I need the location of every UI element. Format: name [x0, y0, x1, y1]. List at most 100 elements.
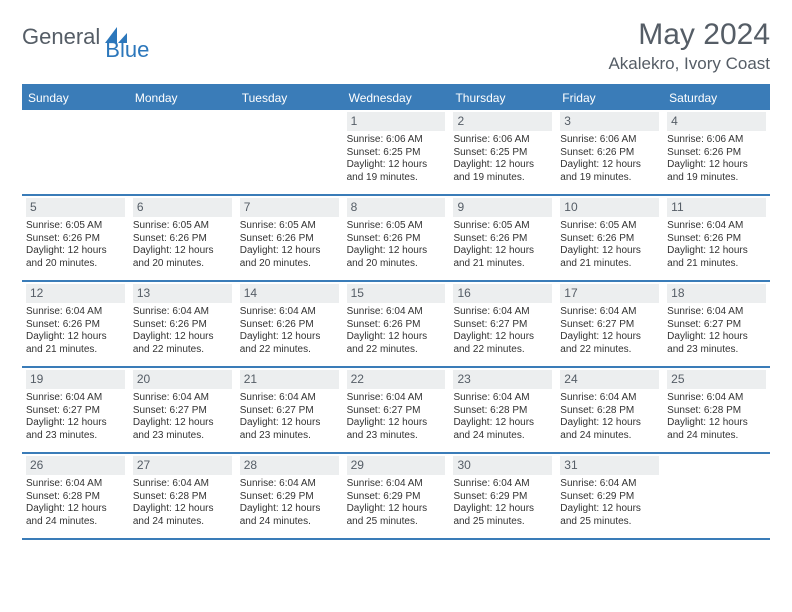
daylight-line: Daylight: 12 hours and 25 minutes.: [453, 503, 552, 528]
sunrise-line: Sunrise: 6:04 AM: [347, 478, 446, 491]
daylight-line: Daylight: 12 hours and 25 minutes.: [560, 503, 659, 528]
calendar-day: 24Sunrise: 6:04 AMSunset: 6:28 PMDayligh…: [556, 368, 663, 452]
calendar-day: 10Sunrise: 6:05 AMSunset: 6:26 PMDayligh…: [556, 196, 663, 280]
day-of-week-header: Sunday Monday Tuesday Wednesday Thursday…: [22, 86, 770, 110]
calendar-week: 12Sunrise: 6:04 AMSunset: 6:26 PMDayligh…: [22, 282, 770, 368]
daylight-line: Daylight: 12 hours and 21 minutes.: [26, 331, 125, 356]
sunset-line: Sunset: 6:27 PM: [240, 405, 339, 418]
dow-sunday: Sunday: [22, 86, 129, 110]
sunset-line: Sunset: 6:26 PM: [240, 319, 339, 332]
sunrise-line: Sunrise: 6:05 AM: [453, 220, 552, 233]
daylight-line: Daylight: 12 hours and 19 minutes.: [560, 159, 659, 184]
daylight-line: Daylight: 12 hours and 22 minutes.: [133, 331, 232, 356]
sunset-line: Sunset: 6:26 PM: [560, 233, 659, 246]
day-number: 30: [453, 456, 552, 475]
calendar-day: 19Sunrise: 6:04 AMSunset: 6:27 PMDayligh…: [22, 368, 129, 452]
sunset-line: Sunset: 6:29 PM: [240, 491, 339, 504]
sunrise-line: Sunrise: 6:04 AM: [133, 392, 232, 405]
logo: General Blue: [22, 24, 173, 50]
calendar-day: 11Sunrise: 6:04 AMSunset: 6:26 PMDayligh…: [663, 196, 770, 280]
daylight-line: Daylight: 12 hours and 25 minutes.: [347, 503, 446, 528]
sunrise-line: Sunrise: 6:06 AM: [560, 134, 659, 147]
calendar-day: 14Sunrise: 6:04 AMSunset: 6:26 PMDayligh…: [236, 282, 343, 366]
sunset-line: Sunset: 6:26 PM: [26, 319, 125, 332]
calendar-day: 17Sunrise: 6:04 AMSunset: 6:27 PMDayligh…: [556, 282, 663, 366]
daylight-line: Daylight: 12 hours and 24 minutes.: [453, 417, 552, 442]
sunrise-line: Sunrise: 6:04 AM: [133, 306, 232, 319]
sunrise-line: Sunrise: 6:04 AM: [26, 306, 125, 319]
sunrise-line: Sunrise: 6:05 AM: [240, 220, 339, 233]
sunset-line: Sunset: 6:26 PM: [240, 233, 339, 246]
day-number: 23: [453, 370, 552, 389]
daylight-line: Daylight: 12 hours and 22 minutes.: [240, 331, 339, 356]
calendar-day: 3 Sunrise: 6:06 AMSunset: 6:26 PMDaylight…: [556, 110, 663, 194]
calendar-week: 5Sunrise: 6:05 AMSunset: 6:26 PMDaylight…: [22, 196, 770, 282]
sunset-line: Sunset: 6:29 PM: [560, 491, 659, 504]
daylight-line: Daylight: 12 hours and 21 minutes.: [453, 245, 552, 270]
daylight-line: Daylight: 12 hours and 23 minutes.: [667, 331, 766, 356]
sunset-line: Sunset: 6:28 PM: [133, 491, 232, 504]
calendar-grid: Sunday Monday Tuesday Wednesday Thursday…: [22, 84, 770, 540]
daylight-line: Daylight: 12 hours and 23 minutes.: [26, 417, 125, 442]
sunset-line: Sunset: 6:28 PM: [26, 491, 125, 504]
daylight-line: Daylight: 12 hours and 20 minutes.: [347, 245, 446, 270]
day-number: 25: [667, 370, 766, 389]
day-number: 14: [240, 284, 339, 303]
calendar-day: 18Sunrise: 6:04 AMSunset: 6:27 PMDayligh…: [663, 282, 770, 366]
sunrise-line: Sunrise: 6:05 AM: [133, 220, 232, 233]
calendar-day: 25Sunrise: 6:04 AMSunset: 6:28 PMDayligh…: [663, 368, 770, 452]
sunrise-line: Sunrise: 6:04 AM: [26, 392, 125, 405]
sunrise-line: Sunrise: 6:04 AM: [667, 306, 766, 319]
day-number: 26: [26, 456, 125, 475]
dow-tuesday: Tuesday: [236, 86, 343, 110]
day-number: 21: [240, 370, 339, 389]
day-number: 16: [453, 284, 552, 303]
day-number: 24: [560, 370, 659, 389]
day-number: 3: [560, 112, 659, 131]
calendar-day: 1Sunrise: 6:06 AMSunset: 6:25 PMDaylight…: [343, 110, 450, 194]
daylight-line: Daylight: 12 hours and 24 minutes.: [26, 503, 125, 528]
calendar-day: 2 Sunrise: 6:06 AMSunset: 6:25 PMDaylight…: [449, 110, 556, 194]
sunrise-line: Sunrise: 6:04 AM: [560, 306, 659, 319]
calendar-day: 6Sunrise: 6:05 AMSunset: 6:26 PMDaylight…: [129, 196, 236, 280]
calendar-day: 5Sunrise: 6:05 AMSunset: 6:26 PMDaylight…: [22, 196, 129, 280]
calendar-day: 21Sunrise: 6:04 AMSunset: 6:27 PMDayligh…: [236, 368, 343, 452]
day-number: 12: [26, 284, 125, 303]
day-number: 1: [347, 112, 446, 131]
day-number: 11: [667, 198, 766, 217]
day-number: 29: [347, 456, 446, 475]
sunset-line: Sunset: 6:26 PM: [133, 233, 232, 246]
sunset-line: Sunset: 6:28 PM: [560, 405, 659, 418]
daylight-line: Daylight: 12 hours and 19 minutes.: [453, 159, 552, 184]
day-number: 2: [453, 112, 552, 131]
calendar-page: General Blue May 2024 Akalekro, Ivory Co…: [0, 0, 792, 550]
calendar-day: 8Sunrise: 6:05 AMSunset: 6:26 PMDaylight…: [343, 196, 450, 280]
sunrise-line: Sunrise: 6:06 AM: [453, 134, 552, 147]
sunrise-line: Sunrise: 6:06 AM: [347, 134, 446, 147]
day-number: 19: [26, 370, 125, 389]
calendar-day: 30Sunrise: 6:04 AMSunset: 6:29 PMDayligh…: [449, 454, 556, 538]
daylight-line: Daylight: 12 hours and 20 minutes.: [240, 245, 339, 270]
sunrise-line: Sunrise: 6:04 AM: [560, 478, 659, 491]
calendar-day-empty: [663, 454, 770, 538]
day-number: 18: [667, 284, 766, 303]
sunset-line: Sunset: 6:25 PM: [453, 147, 552, 160]
month-title: May 2024: [608, 18, 770, 52]
sunset-line: Sunset: 6:26 PM: [667, 233, 766, 246]
sunrise-line: Sunrise: 6:05 AM: [26, 220, 125, 233]
sunset-line: Sunset: 6:26 PM: [560, 147, 659, 160]
calendar-day: 9Sunrise: 6:05 AMSunset: 6:26 PMDaylight…: [449, 196, 556, 280]
sunrise-line: Sunrise: 6:04 AM: [453, 392, 552, 405]
day-number: 27: [133, 456, 232, 475]
sunrise-line: Sunrise: 6:04 AM: [347, 392, 446, 405]
daylight-line: Daylight: 12 hours and 22 minutes.: [560, 331, 659, 356]
dow-friday: Friday: [556, 86, 663, 110]
calendar-day: 29Sunrise: 6:04 AMSunset: 6:29 PMDayligh…: [343, 454, 450, 538]
calendar-week: 1Sunrise: 6:06 AMSunset: 6:25 PMDaylight…: [22, 110, 770, 196]
sunrise-line: Sunrise: 6:04 AM: [133, 478, 232, 491]
daylight-line: Daylight: 12 hours and 23 minutes.: [240, 417, 339, 442]
calendar-day: 23Sunrise: 6:04 AMSunset: 6:28 PMDayligh…: [449, 368, 556, 452]
daylight-line: Daylight: 12 hours and 22 minutes.: [453, 331, 552, 356]
sunrise-line: Sunrise: 6:04 AM: [560, 392, 659, 405]
daylight-line: Daylight: 12 hours and 20 minutes.: [26, 245, 125, 270]
